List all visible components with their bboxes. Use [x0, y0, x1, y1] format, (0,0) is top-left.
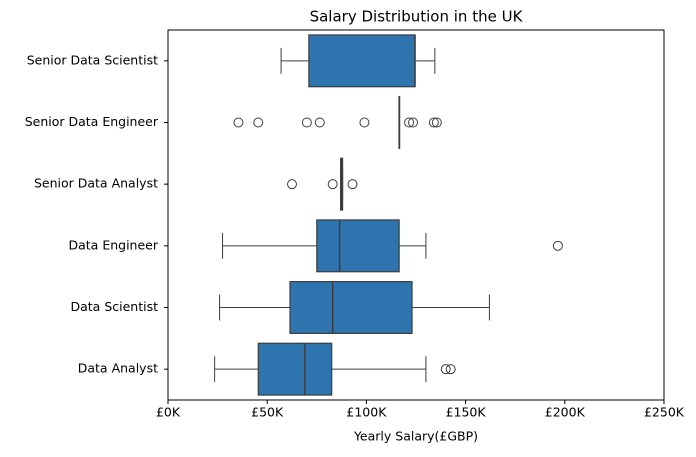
- outlier: [408, 117, 419, 128]
- x-tick-label: £150K: [446, 405, 487, 420]
- outlier: [428, 117, 439, 128]
- outlier: [253, 117, 264, 128]
- x-tick-label: £100K: [346, 405, 387, 420]
- outlier: [233, 117, 244, 128]
- y-tick-label: Data Engineer: [69, 237, 159, 252]
- plot-frame: [167, 29, 665, 401]
- box: [308, 34, 416, 88]
- x-tick-label: £50K: [251, 405, 284, 420]
- outlier: [445, 364, 456, 375]
- outlier: [327, 179, 338, 190]
- outlier: [440, 364, 451, 375]
- x-tick-label: £250K: [644, 405, 685, 420]
- outlier: [314, 117, 325, 128]
- outlier: [287, 179, 297, 190]
- x-axis-label: Yearly Salary(£GBP): [353, 429, 478, 444]
- box: [289, 281, 413, 335]
- y-tick-label: Senior Data Analyst: [34, 176, 158, 191]
- y-tick-label: Data Analyst: [78, 361, 158, 376]
- chart-title: Salary Distribution in the UK: [310, 8, 524, 26]
- box: [257, 342, 333, 396]
- outlier: [552, 240, 563, 251]
- x-tick-label: £200K: [545, 405, 586, 420]
- y-tick-label: Senior Data Scientist: [27, 52, 158, 67]
- outlier: [359, 117, 370, 128]
- outlier: [431, 117, 442, 128]
- outlier: [347, 179, 358, 190]
- outlier: [404, 117, 415, 128]
- y-tick-label: Senior Data Engineer: [25, 114, 159, 129]
- x-tick-label: £0K: [156, 405, 181, 420]
- outlier: [301, 117, 312, 128]
- y-tick-label: Data Scientist: [71, 299, 159, 314]
- box: [316, 219, 400, 273]
